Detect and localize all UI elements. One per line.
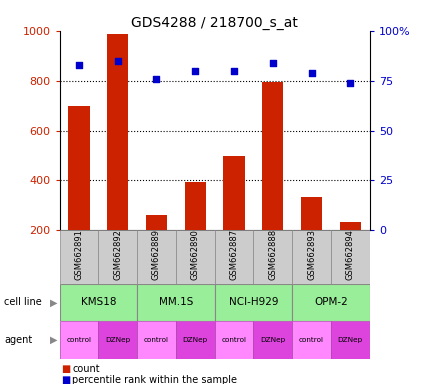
Text: GSM662889: GSM662889 (152, 229, 161, 280)
Point (269, 60, 276, 66)
Text: MM.1S: MM.1S (159, 297, 193, 308)
Bar (292, 321, 331, 359)
Point (308, 70, 315, 76)
Bar (107, 35, 128, 230)
Text: ▶: ▶ (50, 335, 58, 345)
Bar (331, 321, 370, 359)
Bar (60, 284, 137, 321)
Bar (301, 197, 322, 230)
Text: GSM662888: GSM662888 (268, 229, 277, 280)
Text: ■: ■ (62, 375, 71, 384)
Text: percentile rank within the sample: percentile rank within the sample (72, 375, 237, 384)
Text: agent: agent (4, 335, 32, 345)
Bar (262, 82, 283, 230)
Point (347, 79, 354, 86)
Text: GSM662892: GSM662892 (113, 229, 122, 280)
Bar (60, 321, 98, 359)
Text: control: control (221, 337, 246, 343)
Text: DZNep: DZNep (260, 337, 286, 343)
Point (192, 68, 198, 74)
Point (76, 61, 82, 68)
Text: OPM-2: OPM-2 (314, 297, 348, 308)
Bar (292, 230, 331, 284)
Text: ▶: ▶ (50, 297, 58, 308)
Point (153, 76, 160, 82)
Text: DZNep: DZNep (183, 337, 208, 343)
Bar (98, 230, 137, 284)
Bar (98, 321, 137, 359)
Text: GSM662893: GSM662893 (307, 229, 316, 280)
Text: ■: ■ (62, 364, 71, 374)
Bar (215, 321, 253, 359)
Text: KMS18: KMS18 (80, 297, 116, 308)
Text: NCI-H929: NCI-H929 (229, 297, 278, 308)
Bar (137, 284, 215, 321)
Bar (146, 215, 167, 230)
Bar (340, 222, 361, 230)
Point (114, 58, 121, 64)
Bar (224, 156, 245, 230)
Text: DZNep: DZNep (338, 337, 363, 343)
Text: control: control (144, 337, 169, 343)
Bar (331, 230, 370, 284)
Point (231, 68, 238, 74)
Title: GDS4288 / 218700_s_at: GDS4288 / 218700_s_at (131, 16, 298, 30)
Text: GSM662890: GSM662890 (191, 229, 200, 280)
Bar (215, 284, 292, 321)
Bar (60, 230, 98, 284)
Bar (215, 230, 253, 284)
Text: GSM662891: GSM662891 (74, 229, 83, 280)
Text: control: control (66, 337, 91, 343)
Bar (253, 230, 292, 284)
Bar (253, 321, 292, 359)
Bar (292, 284, 370, 321)
Text: count: count (72, 364, 100, 374)
Text: GSM662894: GSM662894 (346, 229, 355, 280)
Text: control: control (299, 337, 324, 343)
Bar (137, 321, 176, 359)
Bar (176, 230, 215, 284)
Bar (184, 182, 206, 230)
Bar (176, 321, 215, 359)
Bar (68, 106, 90, 230)
Bar (137, 230, 176, 284)
Text: DZNep: DZNep (105, 337, 130, 343)
Text: GSM662887: GSM662887 (230, 229, 238, 280)
Text: cell line: cell line (4, 297, 42, 308)
